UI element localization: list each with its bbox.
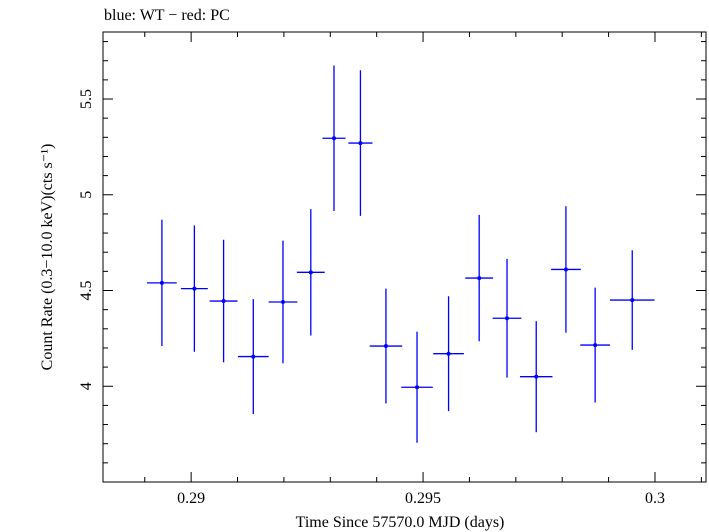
data-points	[147, 65, 655, 443]
data-point	[369, 288, 403, 404]
y-tick-label: 5.5	[78, 89, 95, 109]
data-point	[180, 225, 208, 352]
plot-frame	[102, 31, 707, 483]
point-marker	[630, 298, 635, 303]
point-marker	[308, 270, 313, 275]
data-point	[322, 65, 346, 212]
point-marker	[251, 354, 256, 359]
x-axis-label: Time Since 57570.0 MJD (days)	[296, 514, 505, 531]
y-tick-label: 4.5	[78, 281, 95, 301]
x-tick-label: 0.29	[177, 490, 205, 507]
data-point	[492, 258, 522, 378]
point-marker	[446, 351, 451, 356]
point-marker	[415, 385, 420, 390]
x-tick-label: 0.3	[645, 490, 665, 507]
point-marker	[192, 286, 197, 291]
point-marker	[505, 316, 510, 321]
data-point	[609, 250, 655, 350]
point-marker	[280, 300, 285, 304]
y-tick-label: 4	[78, 382, 95, 390]
data-point	[237, 299, 269, 415]
data-point	[209, 239, 238, 363]
point-marker	[358, 141, 363, 146]
y-axis-label: Count Rate (0.3−10.0 keV)(cts s⁻¹)	[39, 144, 56, 371]
point-marker	[563, 267, 568, 272]
data-point	[519, 321, 553, 433]
data-point	[580, 287, 610, 403]
tick-labels: 0.29 0.295 0.3 4 4.5 5 5.5	[78, 89, 665, 507]
point-marker	[383, 344, 388, 349]
y-tick-label: 5	[78, 191, 95, 199]
data-point	[296, 209, 325, 336]
data-point	[348, 70, 373, 216]
chart-title: blue: WT − red: PC	[104, 7, 230, 24]
data-point	[433, 296, 464, 412]
point-marker	[221, 299, 226, 304]
data-point	[465, 214, 494, 342]
data-point	[147, 219, 177, 347]
data-point	[401, 331, 433, 443]
point-marker	[534, 374, 539, 379]
point-marker	[159, 280, 164, 285]
point-marker	[331, 136, 336, 141]
point-marker	[593, 343, 598, 348]
data-point	[268, 240, 298, 364]
x-tick-label: 0.295	[405, 490, 441, 507]
axis-ticks	[103, 32, 706, 483]
data-point	[551, 206, 581, 333]
point-marker	[477, 276, 482, 281]
